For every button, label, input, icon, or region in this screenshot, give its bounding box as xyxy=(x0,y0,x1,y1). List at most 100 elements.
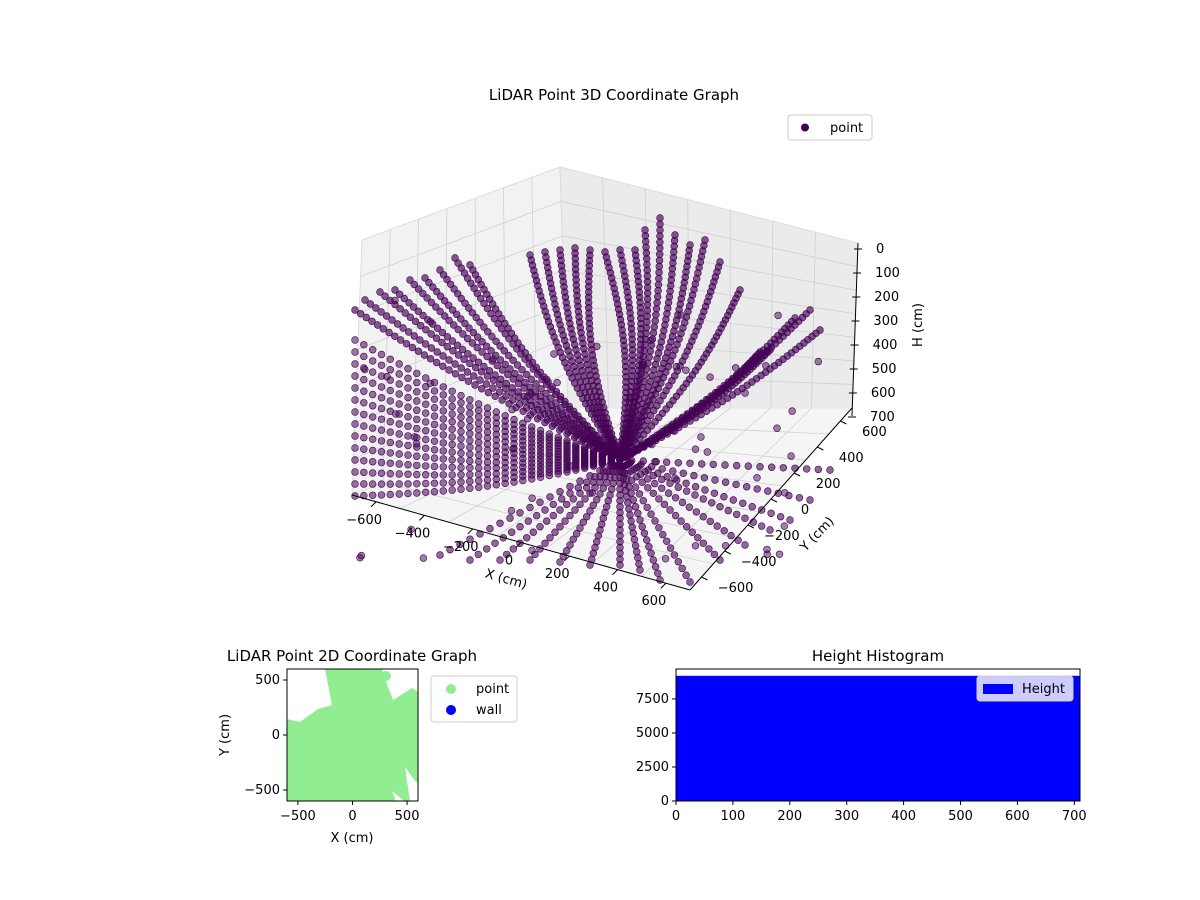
point-3d xyxy=(546,534,554,542)
point-3d xyxy=(413,461,421,470)
point-3d xyxy=(448,418,456,426)
point-3d xyxy=(404,403,412,411)
point-3d xyxy=(533,415,542,423)
point-3d xyxy=(427,330,435,338)
point-3d xyxy=(744,462,752,470)
point-3d xyxy=(457,406,465,414)
point-3d xyxy=(404,451,412,459)
point-3d xyxy=(651,317,659,325)
point-3d xyxy=(457,420,465,429)
point-3d xyxy=(516,522,524,531)
point-3d xyxy=(496,356,505,364)
point-3d xyxy=(464,350,472,358)
point-3d xyxy=(395,390,403,398)
points-2d xyxy=(287,669,418,801)
point-cloud-2d-blob xyxy=(360,674,372,686)
point-3d xyxy=(430,437,439,445)
point-3d xyxy=(720,493,728,501)
point-3d xyxy=(489,376,498,384)
point-3d xyxy=(757,522,766,530)
point-3d xyxy=(697,410,705,419)
axis-y-tick-label: 200 xyxy=(816,477,841,492)
point-3d xyxy=(692,508,701,516)
point-3d xyxy=(486,524,494,533)
point-3d xyxy=(724,506,732,515)
point-3d xyxy=(377,458,386,467)
point-3d xyxy=(382,312,391,320)
axis-y-tick-label: 400 xyxy=(839,451,864,466)
point-3d xyxy=(516,509,524,517)
point-3d xyxy=(475,457,483,466)
point-3d xyxy=(466,464,474,472)
point-3d xyxy=(716,258,724,266)
point-3d xyxy=(482,342,491,350)
point-3d xyxy=(457,449,465,457)
point-3d xyxy=(508,528,516,536)
point-3d xyxy=(417,321,425,330)
point-3d xyxy=(448,478,456,487)
point-3d xyxy=(556,246,564,254)
point-3d xyxy=(551,528,559,536)
point-3d xyxy=(484,388,493,397)
point-3d xyxy=(448,463,456,471)
point-3d xyxy=(386,490,394,499)
point-3d xyxy=(439,439,447,447)
point-3d xyxy=(351,432,359,440)
point-3d xyxy=(779,464,787,472)
point-3d xyxy=(806,306,814,314)
point-3d xyxy=(439,487,447,495)
point-3d xyxy=(492,337,500,345)
point-3d xyxy=(639,497,647,505)
point-3d xyxy=(708,404,716,412)
chart-hist-title: Height Histogram xyxy=(812,647,944,665)
point-3d xyxy=(470,372,478,380)
point-3d xyxy=(659,530,667,539)
axis-y-tick-label: −200 xyxy=(764,529,800,544)
point-3d xyxy=(404,422,412,430)
point-3d xyxy=(420,351,429,359)
chart-3d: LiDAR Point 3D Coordinate Graph −600 −400… xyxy=(346,86,926,609)
point-3d xyxy=(436,307,444,316)
chart-2d-x-tick-label: 500 xyxy=(395,809,420,824)
point-3d xyxy=(649,329,658,337)
point-3d xyxy=(651,562,660,571)
point-3d xyxy=(407,525,415,534)
point-3d xyxy=(477,368,486,376)
legend-3d-label: point xyxy=(830,121,863,136)
point-3d xyxy=(471,381,479,389)
point-3d xyxy=(763,550,771,558)
point-3d xyxy=(351,456,359,464)
point-3d xyxy=(360,468,368,477)
point-3d xyxy=(570,433,579,442)
point-3d xyxy=(674,483,682,491)
point-3d xyxy=(395,360,403,368)
point-3d xyxy=(654,569,662,577)
hist-x-tick-label: 0 xyxy=(672,809,680,824)
point-3d xyxy=(466,477,474,486)
point-3d xyxy=(393,320,402,328)
point-3d xyxy=(369,446,377,455)
axis-z-line xyxy=(851,242,859,417)
point-3d xyxy=(369,357,377,365)
point-3d xyxy=(395,380,403,388)
point-3d xyxy=(541,248,549,256)
point-3d xyxy=(360,457,368,465)
point-3d xyxy=(691,542,700,550)
point-3d xyxy=(678,564,686,573)
point-3d xyxy=(413,406,421,414)
point-3d xyxy=(586,246,594,254)
point-3d xyxy=(377,480,386,488)
point-3d xyxy=(701,236,709,244)
point-3d xyxy=(571,506,579,514)
point-3d xyxy=(404,489,412,498)
point-3d xyxy=(504,370,512,379)
point-3d xyxy=(445,316,453,325)
legend-2d-point-label: point xyxy=(476,682,509,697)
point-3d xyxy=(542,375,551,384)
point-3d xyxy=(454,325,462,334)
point-3d xyxy=(671,474,679,482)
point-3d xyxy=(423,294,431,302)
point-3d xyxy=(496,342,504,350)
point-3d xyxy=(361,296,369,304)
point-3d xyxy=(457,413,465,421)
